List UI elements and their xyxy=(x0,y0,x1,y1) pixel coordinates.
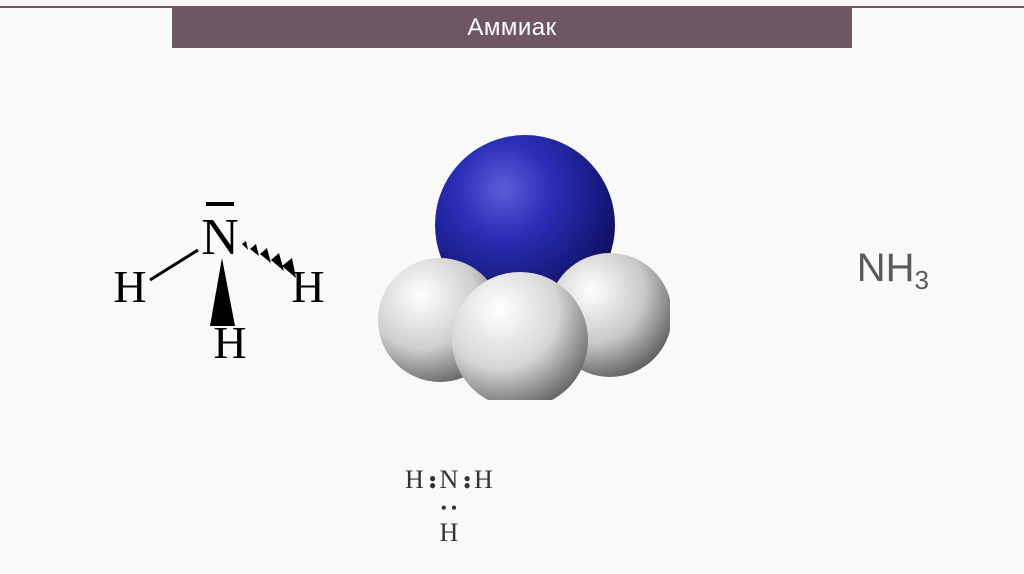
slide: Аммиак N H H H xyxy=(0,0,1024,574)
lewis-row2: H xyxy=(405,515,495,550)
lewis-structure: H••N••H •• H xyxy=(405,462,495,550)
structural-formula: N H H H xyxy=(110,198,330,381)
lewis-h-bottom: H xyxy=(439,518,460,547)
formula-base: NH xyxy=(857,246,915,290)
decorative-line xyxy=(0,6,1024,8)
chemical-formula: NH3 xyxy=(857,246,929,291)
content-area: N H H H xyxy=(0,48,1024,574)
lewis-dots-row: •• xyxy=(405,499,495,513)
structural-svg: N H H H xyxy=(110,198,330,368)
molecule-svg xyxy=(370,130,670,400)
lewis-h-left: H xyxy=(405,465,426,494)
dashed-wedge xyxy=(242,241,296,278)
lewis-h-right: H xyxy=(474,465,495,494)
lewis-dots: •• xyxy=(463,475,471,489)
molecule-3d xyxy=(370,130,670,390)
slide-title: Аммиак xyxy=(172,8,852,48)
atom-h-right: H xyxy=(291,261,324,312)
lewis-row1: H••N••H xyxy=(405,462,495,497)
lewis-dots: •• xyxy=(429,475,437,489)
atom-h-left: H xyxy=(113,261,146,312)
formula-sub: 3 xyxy=(915,265,929,295)
solid-wedge xyxy=(210,258,235,326)
lewis-n: N xyxy=(439,465,460,494)
atom-n: N xyxy=(201,209,239,266)
